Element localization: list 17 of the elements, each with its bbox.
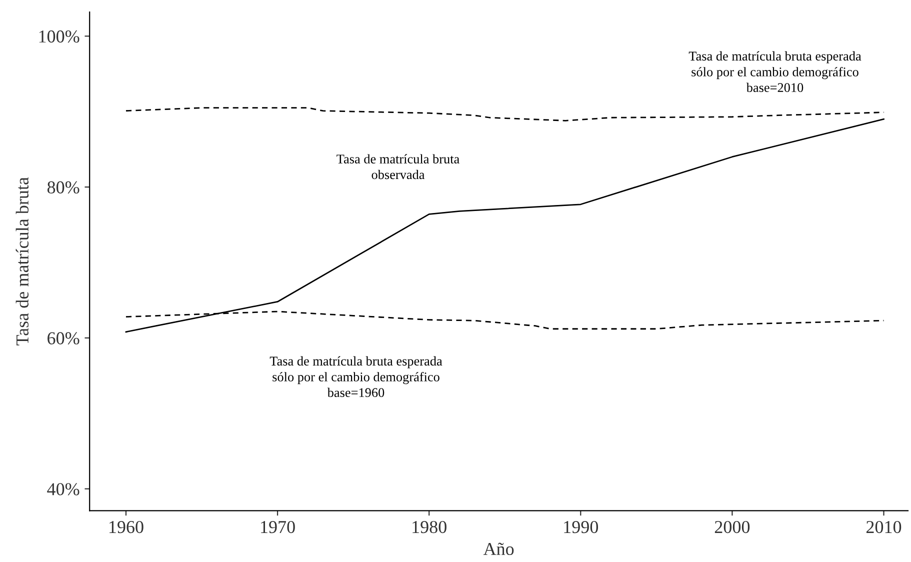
- x-tick-label: 2010: [866, 520, 902, 534]
- y-axis-title: Tasa de matrícula bruta: [16, 177, 29, 346]
- y-tick-label: 100%: [39, 30, 80, 43]
- x-tick-label: 1980: [412, 520, 446, 534]
- line-series: [125, 118, 884, 333]
- annotation: Tasa de matrícula bruta observada: [336, 154, 460, 180]
- annotation: Tasa de matrícula bruta esperada sólo por el cambio demográfico base=1960: [270, 356, 442, 398]
- x-tick-label: 1960: [110, 520, 144, 534]
- annotation: Tasa de matrícula bruta esperada sólo por el cambio demográfico base=2010: [688, 51, 862, 92]
- x-tick-label: 2000: [714, 520, 750, 534]
- y-tick-label: 40%: [47, 483, 80, 496]
- x-axis-title: Año: [483, 542, 514, 556]
- y-tick-label: 60%: [48, 332, 80, 344]
- line-series: [125, 107, 884, 122]
- x-tick-label: 1990: [564, 520, 598, 534]
- x-tick-label: 1970: [261, 520, 295, 534]
- y-tick-label: 80%: [47, 181, 80, 194]
